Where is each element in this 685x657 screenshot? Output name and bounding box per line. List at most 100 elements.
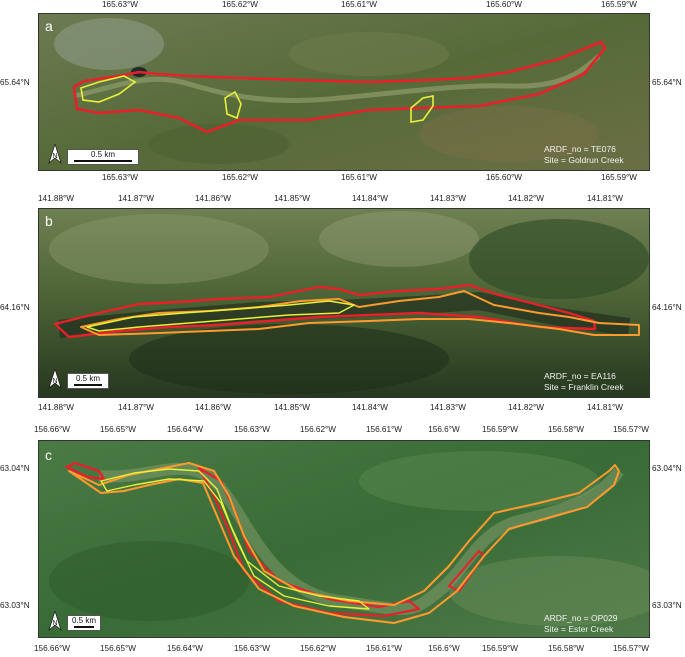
north-arrow-icon: N bbox=[48, 369, 62, 389]
top-tick: 165.63°W bbox=[101, 0, 139, 9]
lat-tick-right: 63.04°N bbox=[652, 464, 682, 473]
top-tick: 141.83°W bbox=[429, 194, 467, 203]
top-tick: 156.59°W bbox=[481, 425, 519, 434]
lat-tick-left: 65.64°N bbox=[0, 78, 30, 87]
north-label: N bbox=[52, 153, 57, 160]
bottom-tick: 165.61°W bbox=[340, 173, 378, 182]
top-tick: 156.63°W bbox=[233, 425, 271, 434]
bottom-tick: 156.63°W bbox=[233, 644, 271, 653]
site-name: Site = Franklin Creek bbox=[544, 382, 624, 392]
ardf-number: ARDF_no = OP029 bbox=[544, 613, 618, 623]
bottom-tick: 156.58°W bbox=[547, 644, 585, 653]
scale-label: 0.5 km bbox=[75, 374, 100, 383]
terrain-patch bbox=[419, 106, 599, 162]
bottom-tick: 156.65°W bbox=[99, 644, 137, 653]
lat-tick-right: 65.64°N bbox=[652, 78, 682, 87]
bottom-tick: 141.85°W bbox=[273, 403, 311, 412]
lat-tick-left: 63.03°N bbox=[0, 601, 30, 610]
bottom-tick: 141.83°W bbox=[429, 403, 467, 412]
top-tick: 141.82°W bbox=[507, 194, 545, 203]
lat-tick-left: 63.04°N bbox=[0, 464, 30, 473]
north-arrow-icon: N bbox=[48, 144, 62, 164]
top-tick: 156.6°W bbox=[428, 425, 460, 434]
top-tick: 141.84°W bbox=[351, 194, 389, 203]
north-label: N bbox=[52, 378, 57, 385]
bottom-tick: 165.60°W bbox=[485, 173, 523, 182]
top-tick: 156.64°W bbox=[166, 425, 204, 434]
panel-letter: b bbox=[45, 213, 53, 229]
bottom-tick: 141.88°W bbox=[37, 403, 75, 412]
yellow-polygon bbox=[80, 75, 137, 103]
panel-a: 165.63°W 165.62°W 165.61°W 165.60°W 165.… bbox=[0, 0, 685, 190]
panel-c: 156.66°W 156.65°W 156.64°W 156.63°W 156.… bbox=[0, 420, 685, 657]
satellite-map-b: b N 0.5 km ARDF_no = EA116 Site = Frankl… bbox=[38, 208, 650, 398]
bottom-tick: 141.82°W bbox=[507, 403, 545, 412]
terrain-patch bbox=[319, 211, 479, 267]
yellow-polygon bbox=[410, 95, 434, 123]
bottom-tick: 156.59°W bbox=[481, 644, 519, 653]
map-b-graphics bbox=[39, 209, 649, 397]
satellite-map-c: c N 0.5 km ARDF_no = OP029 Site = Ester … bbox=[38, 440, 650, 638]
yellow-polygon bbox=[224, 90, 242, 120]
red-outline bbox=[53, 283, 597, 339]
orange-outline bbox=[68, 462, 620, 624]
scale-line bbox=[74, 626, 94, 628]
terrain-patch bbox=[289, 32, 449, 76]
site-info: ARDF_no = TE076 Site = Goldrun Creek bbox=[544, 144, 624, 166]
top-tick: 141.88°W bbox=[37, 194, 75, 203]
lat-tick-right: 64.16°N bbox=[652, 303, 682, 312]
yellow-outline bbox=[100, 468, 370, 610]
terrain-patch bbox=[359, 451, 599, 511]
yellow-outline bbox=[86, 300, 355, 332]
scale-bar: 0.5 km bbox=[67, 373, 109, 389]
map-a-graphics bbox=[39, 14, 649, 170]
top-tick: 141.86°W bbox=[194, 194, 232, 203]
site-info: ARDF_no = OP029 Site = Ester Creek bbox=[544, 613, 617, 635]
bottom-tick: 165.59°W bbox=[600, 173, 638, 182]
panel-letter: a bbox=[45, 18, 53, 34]
terrain-patch bbox=[49, 214, 269, 284]
bottom-tick: 141.84°W bbox=[351, 403, 389, 412]
bottom-tick: 141.87°W bbox=[117, 403, 155, 412]
orange-outline bbox=[80, 290, 640, 336]
scale-line bbox=[74, 160, 132, 162]
top-tick: 141.81°W bbox=[586, 194, 624, 203]
panel-letter: c bbox=[45, 447, 52, 463]
terrain-patch bbox=[469, 219, 649, 299]
ardf-number: ARDF_no = EA116 bbox=[544, 371, 616, 381]
scale-bar: 0.5 km bbox=[67, 615, 101, 631]
bottom-tick: 156.57°W bbox=[612, 644, 650, 653]
top-tick: 156.66°W bbox=[33, 425, 71, 434]
top-tick: 156.61°W bbox=[365, 425, 403, 434]
bottom-tick: 156.64°W bbox=[166, 644, 204, 653]
scale-label: 0.5 km bbox=[71, 616, 96, 625]
lat-tick-right: 63.03°N bbox=[652, 601, 682, 610]
north-arrow-icon: N bbox=[48, 611, 62, 631]
map-c-graphics bbox=[39, 441, 649, 637]
north-label: N bbox=[52, 620, 57, 627]
bottom-tick: 141.86°W bbox=[194, 403, 232, 412]
bottom-tick: 165.63°W bbox=[101, 173, 139, 182]
lat-tick-left: 64.16°N bbox=[0, 303, 30, 312]
bottom-tick: 141.81°W bbox=[586, 403, 624, 412]
bottom-tick: 156.66°W bbox=[33, 644, 71, 653]
satellite-map-a: a N 0.5 km ARDF_no = TE076 Site = Goldru… bbox=[38, 13, 650, 171]
creek-channel bbox=[73, 54, 601, 103]
terrain-patch bbox=[49, 541, 249, 621]
bottom-tick: 156.62°W bbox=[299, 644, 337, 653]
site-name: Site = Ester Creek bbox=[544, 624, 614, 634]
scale-bar: 0.5 km bbox=[67, 149, 139, 165]
top-tick: 156.58°W bbox=[547, 425, 585, 434]
top-tick: 141.87°W bbox=[117, 194, 155, 203]
top-tick: 165.61°W bbox=[340, 0, 378, 9]
ardf-number: ARDF_no = TE076 bbox=[544, 144, 616, 154]
top-tick: 165.59°W bbox=[600, 0, 638, 9]
top-tick: 156.62°W bbox=[299, 425, 337, 434]
site-name: Site = Goldrun Creek bbox=[544, 155, 624, 165]
top-tick: 141.85°W bbox=[273, 194, 311, 203]
top-tick: 156.57°W bbox=[612, 425, 650, 434]
terrain-patch bbox=[449, 556, 649, 626]
terrain-patch bbox=[129, 324, 449, 394]
red-outline bbox=[64, 461, 107, 481]
red-outline bbox=[72, 40, 607, 134]
